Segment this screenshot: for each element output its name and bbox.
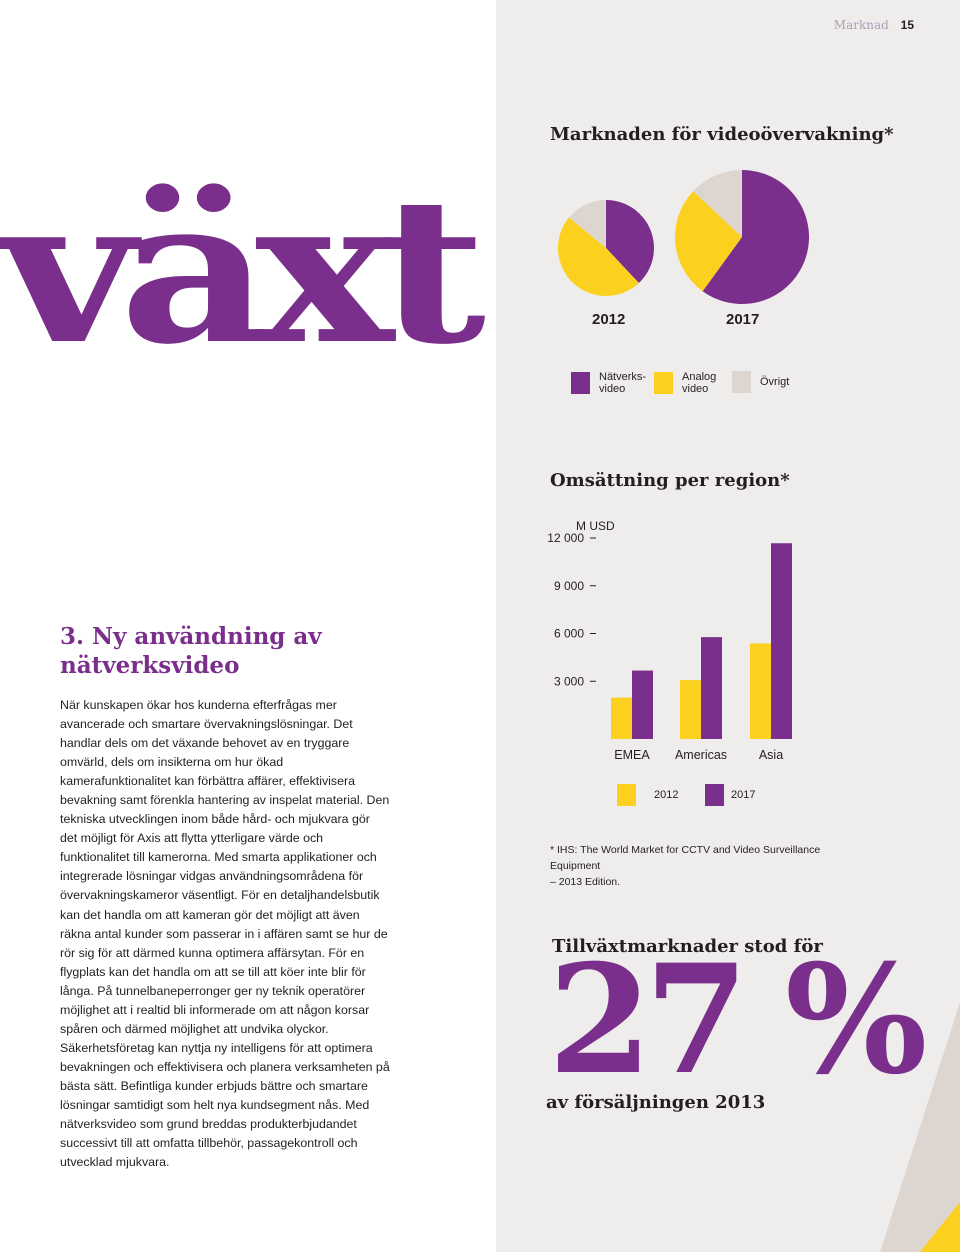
legend-swatch-analog xyxy=(654,372,673,394)
pie-legend-other: Övrigt xyxy=(732,371,789,393)
pie-legend-network: Nätverks- video xyxy=(571,371,646,395)
pie-year-label-2017: 2017 xyxy=(726,311,760,328)
y-tick-label: 9 000 xyxy=(554,579,584,593)
y-tick-label: 3 000 xyxy=(554,674,584,688)
pie-slice-2017-network xyxy=(702,170,809,304)
stat-value: 27 % xyxy=(548,932,927,1108)
legend-swatch-other xyxy=(732,371,751,393)
article-paragraph: När kunskapen ökar hos kunderna efterfrå… xyxy=(60,698,390,1170)
bar-legend-2012: 2012 xyxy=(617,784,678,806)
legend-swatch-2017 xyxy=(705,784,724,806)
bar-legend-2017: 2017 xyxy=(705,784,755,806)
pie-slice-2012-analog xyxy=(557,217,639,297)
stat-subtitle: av försäljningen 2013 xyxy=(546,1092,766,1113)
page-number: 15 xyxy=(900,18,914,32)
footnote: * IHS: The World Market for CCTV and Vid… xyxy=(550,842,850,890)
bar-americas-2017 xyxy=(701,637,722,739)
bar-asia-2017 xyxy=(771,543,792,739)
hero-word: växt xyxy=(0,154,486,389)
y-tick-label: 12 000 xyxy=(547,531,584,545)
bar-americas-2012 xyxy=(680,680,701,739)
corner-decoration xyxy=(880,1002,960,1252)
article-title: 3. Ny användning av nätverksvideo xyxy=(60,623,322,679)
pie-chart xyxy=(557,170,809,304)
legend-label-2012: 2012 xyxy=(654,789,679,801)
page-header: Marknad 15 xyxy=(834,18,914,32)
bar-emea-2017 xyxy=(632,670,653,739)
pie-slice-2012-network xyxy=(606,200,654,283)
deco-triangle-grey xyxy=(880,1002,960,1252)
legend-label-other: Övrigt xyxy=(760,376,790,388)
pie-slice-2012-other xyxy=(569,200,606,248)
bar-emea-2012 xyxy=(611,697,632,739)
footnote-line-1: * IHS: The World Market for CCTV and Vid… xyxy=(550,844,821,872)
pie-legend-analog: Analog video xyxy=(654,371,716,395)
legend-swatch-2012 xyxy=(617,784,636,806)
pie-slice-2017-analog xyxy=(675,191,742,292)
pie-2017 xyxy=(675,170,809,304)
section-name: Marknad xyxy=(833,18,889,32)
y-tick-label: 6 000 xyxy=(554,627,584,641)
bar-chart: M USD 3 000 6 000 9 000 12 000 EMEA Americas As… xyxy=(547,519,792,762)
bar-chart-title: Omsättning per region* xyxy=(550,470,790,491)
legend-label-2017: 2017 xyxy=(731,789,756,801)
bar-asia-2012 xyxy=(750,643,771,739)
pie-slice-2017-other xyxy=(693,170,742,237)
x-category-label: Asia xyxy=(759,748,783,762)
x-category-label: EMEA xyxy=(614,748,650,762)
legend-label-analog: Analog video xyxy=(682,371,717,395)
pie-year-label-2012: 2012 xyxy=(592,311,626,328)
legend-label-network: Nätverks- video xyxy=(599,371,647,395)
y-axis-unit: M USD xyxy=(576,519,615,533)
deco-triangle-yellow xyxy=(920,1202,960,1252)
footnote-line-2: – 2013 Edition. xyxy=(550,876,621,888)
article-body: När kunskapen ökar hos kunderna efterfrå… xyxy=(60,696,390,1172)
pie-2012 xyxy=(557,200,654,297)
stat-title: Tillväxtmarknader stod för xyxy=(552,936,823,957)
legend-swatch-network xyxy=(571,372,590,394)
pie-chart-title: Marknaden för videoövervakning* xyxy=(550,124,894,145)
x-category-label: Americas xyxy=(675,748,727,762)
